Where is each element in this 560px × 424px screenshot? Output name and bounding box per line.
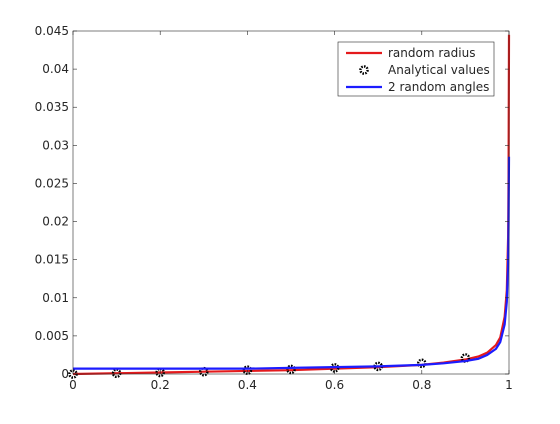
x-tick-label: 0 [69, 378, 77, 392]
x-tick-label: 0.6 [325, 378, 344, 392]
x-tick-label: 0.4 [238, 378, 257, 392]
legend: random radius Analytical values 2 random a… [338, 42, 494, 96]
series-line-2 [73, 157, 509, 369]
y-tick-label: 0.03 [42, 138, 69, 152]
y-tick-label: 0.025 [35, 176, 69, 190]
legend-label: random radius [388, 46, 475, 60]
y-tick-label: 0.04 [42, 62, 69, 76]
y-tick-label: 0.005 [35, 329, 69, 343]
x-tick-label: 0.2 [151, 378, 170, 392]
y-tick-label: 0 [61, 367, 69, 381]
y-tick-label: 0.035 [35, 100, 69, 114]
y-tick-label: 0.01 [42, 291, 69, 305]
y-tick-label: 0.045 [35, 24, 69, 38]
y-tick-label: 0.02 [42, 215, 69, 229]
x-tick-label: 1 [505, 378, 513, 392]
x-tick-label: 0.8 [412, 378, 431, 392]
y-tick-label: 0.015 [35, 253, 69, 267]
legend-label: Analytical values [388, 63, 490, 77]
legend-label: 2 random angles [388, 80, 489, 94]
